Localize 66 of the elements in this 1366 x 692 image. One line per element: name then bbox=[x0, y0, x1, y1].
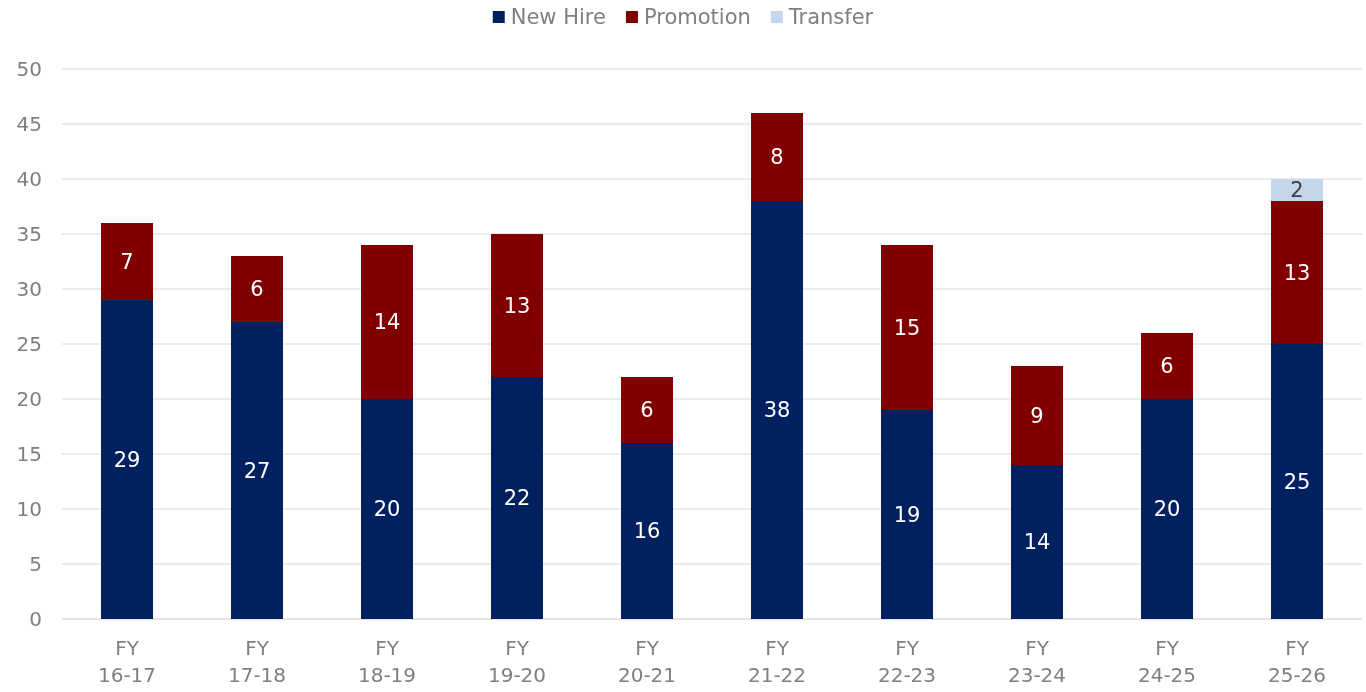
data-label: 38 bbox=[763, 398, 791, 423]
legend-label: New Hire bbox=[510, 5, 606, 30]
x-tick-label: FY 19-20 bbox=[487, 636, 547, 687]
bar bbox=[1271, 344, 1323, 619]
bar bbox=[491, 234, 543, 377]
y-tick-label: 15 bbox=[16, 441, 42, 466]
bar bbox=[621, 377, 673, 443]
data-label: 20 bbox=[373, 497, 401, 522]
data-label: 13 bbox=[503, 293, 531, 318]
bar bbox=[751, 201, 803, 619]
data-label: 6 bbox=[250, 277, 264, 302]
bar bbox=[231, 256, 283, 322]
bar bbox=[1271, 179, 1323, 201]
data-label: 25 bbox=[1283, 469, 1311, 494]
data-label: 6 bbox=[640, 398, 654, 423]
x-tick-label: FY 16-17 bbox=[97, 636, 157, 687]
data-label: 19 bbox=[893, 502, 921, 527]
data-label: 16 bbox=[633, 519, 661, 544]
x-tick-label: FY 25-26 bbox=[1267, 636, 1327, 687]
y-tick-label: 50 bbox=[16, 56, 42, 81]
data-label: 6 bbox=[1160, 354, 1174, 379]
bar bbox=[1011, 366, 1063, 465]
data-label: 27 bbox=[243, 458, 271, 483]
data-label: 14 bbox=[373, 310, 401, 335]
bar bbox=[751, 113, 803, 201]
legend-label: Transfer bbox=[787, 5, 874, 30]
x-tick-label: FY 17-18 bbox=[227, 636, 287, 687]
legend-label: Promotion bbox=[643, 5, 751, 30]
bar bbox=[491, 377, 543, 619]
data-label: 9 bbox=[1030, 403, 1044, 428]
y-tick-label: 35 bbox=[16, 221, 42, 246]
bar bbox=[1011, 465, 1063, 619]
bar bbox=[621, 443, 673, 619]
bar bbox=[881, 245, 933, 410]
data-label: 22 bbox=[503, 486, 531, 511]
y-tick-label: 10 bbox=[16, 496, 42, 521]
bar bbox=[231, 322, 283, 619]
y-tick-label: 5 bbox=[29, 551, 42, 576]
y-tick-label: 40 bbox=[16, 166, 42, 191]
bar bbox=[1141, 399, 1193, 619]
y-tick-label: 0 bbox=[29, 606, 42, 631]
x-tick-label: FY 24-25 bbox=[1137, 636, 1197, 687]
data-label: 15 bbox=[893, 315, 921, 340]
bar bbox=[361, 399, 413, 619]
x-tick-label: FY 20-21 bbox=[617, 636, 677, 687]
x-tick-label: FY 18-19 bbox=[357, 636, 417, 687]
bar bbox=[101, 300, 153, 619]
data-label: 2 bbox=[1290, 178, 1304, 203]
bar bbox=[101, 223, 153, 300]
y-tick-label: 30 bbox=[16, 276, 42, 301]
data-label: 7 bbox=[120, 249, 134, 274]
y-tick-label: 20 bbox=[16, 386, 42, 411]
data-label: 20 bbox=[1153, 497, 1181, 522]
bar bbox=[1271, 201, 1323, 344]
data-label: 8 bbox=[770, 145, 784, 170]
y-tick-label: 45 bbox=[16, 111, 42, 136]
data-label: 29 bbox=[113, 447, 141, 472]
bar bbox=[1141, 333, 1193, 399]
bar bbox=[361, 245, 413, 399]
bar bbox=[881, 410, 933, 619]
x-tick-label: FY 22-23 bbox=[877, 636, 937, 687]
data-label: 13 bbox=[1283, 260, 1311, 285]
x-tick-label: FY 23-24 bbox=[1007, 636, 1067, 687]
data-label: 14 bbox=[1023, 530, 1051, 555]
x-tick-label: FY 21-22 bbox=[747, 636, 807, 687]
y-tick-label: 25 bbox=[16, 331, 42, 356]
